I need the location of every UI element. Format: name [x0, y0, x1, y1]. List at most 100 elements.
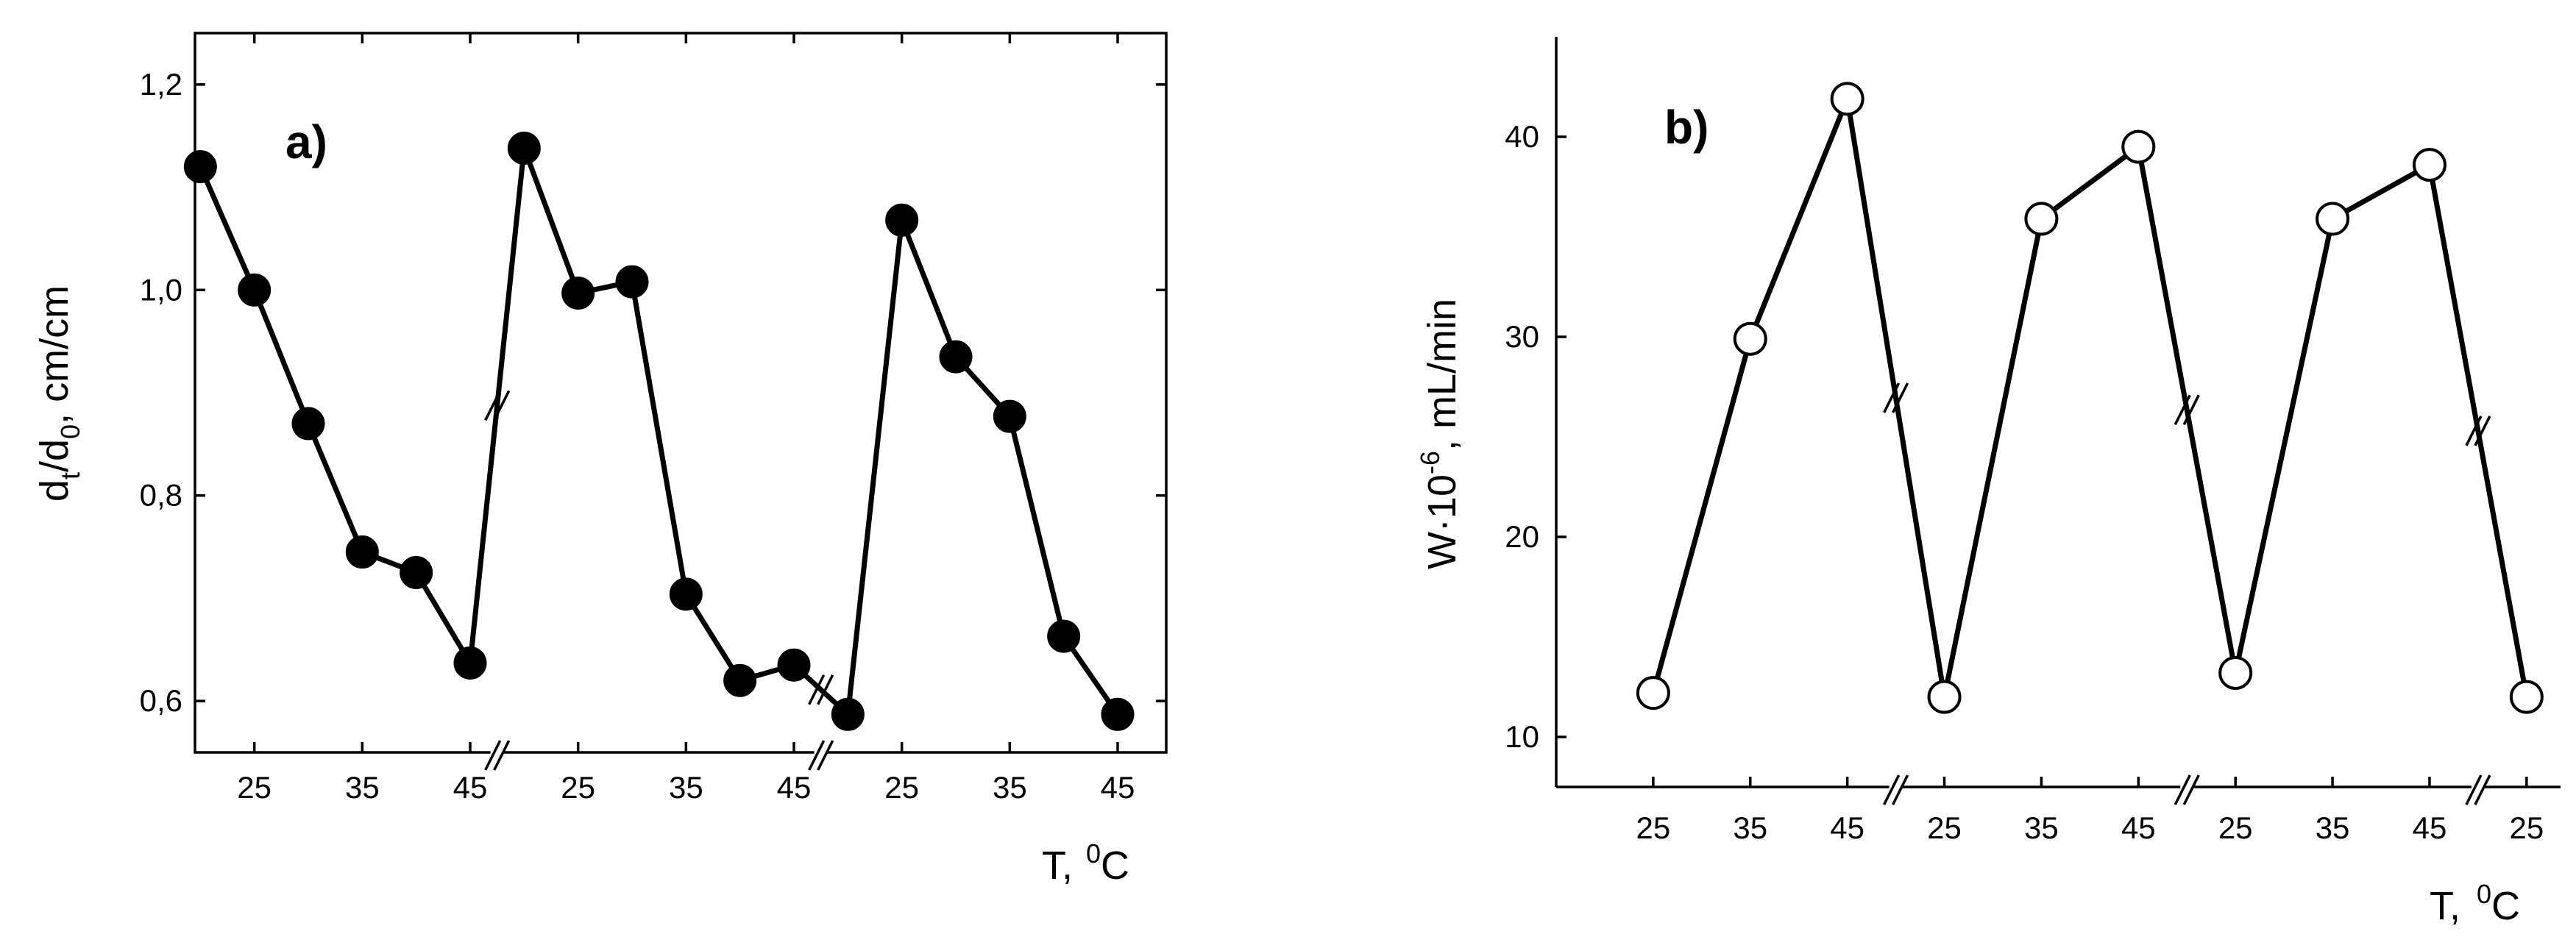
- panel-a-data-point: [561, 276, 595, 310]
- panel-b-line-break-mark: [1883, 382, 1901, 413]
- panel-b-axis-break-gap: [2180, 785, 2194, 789]
- panel-b-line-break-mark: [2182, 394, 2200, 426]
- panel-b-data-point: [2218, 655, 2253, 690]
- panel-a-ylabel-part: , cm/cm: [32, 285, 77, 424]
- panel-b-data-point: [2509, 680, 2544, 714]
- panel-b-label: b): [1664, 101, 1709, 154]
- panel-a-axis-break-mark: [493, 740, 511, 771]
- panel-a-data-point: [1101, 697, 1135, 731]
- panel-b-series-line: [1650, 96, 2530, 700]
- panel-b-axis-break-mark: [2174, 774, 2191, 805]
- panel-b-y-tick-label: 40: [1505, 119, 1539, 154]
- panel-a-data-point: [345, 535, 379, 569]
- panel-a-data-point: [507, 131, 541, 165]
- panel-b-axis-break-mark: [2474, 774, 2491, 805]
- panel-a-data-point: [777, 648, 811, 682]
- panel-b-axis-break-mark: [2465, 774, 2483, 805]
- panel-b-axis-break-gap: [1889, 785, 1903, 789]
- panel-b-x-tick-label: 25: [2218, 810, 2253, 845]
- panel-a-xlabel-text: T,: [1042, 844, 1073, 888]
- panel-b-data-point: [1636, 676, 1670, 710]
- panel-a-y-axis-title: dt/d0, cm/cm: [32, 285, 85, 502]
- panel-b-ylabel-superscript: -6: [1415, 451, 1445, 474]
- panel-b-x-tick-label: 35: [1733, 810, 1767, 845]
- panel-b-axis-break-gap: [2471, 785, 2485, 789]
- panel-a-x-tick-label: 35: [669, 770, 703, 805]
- panel-b-line-break-mark: [2465, 416, 2483, 446]
- svg-text:W·10-6, mL/min: W·10-6, mL/min: [1415, 299, 1464, 569]
- panel-a-axis-break-gap: [814, 750, 828, 755]
- panel-a-ylabel-part: d: [32, 480, 77, 502]
- panel-b-y-tick-label: 10: [1505, 719, 1539, 754]
- panel-b-axis-break-mark: [1892, 774, 1909, 805]
- panel-b-line-break-mark: [2174, 394, 2191, 426]
- panel-b-line-break-mark: [2474, 416, 2491, 446]
- panel-b-data-point: [1830, 82, 1864, 116]
- panel-a-x-tick-label: 35: [993, 770, 1027, 805]
- panel-a-ylabel-subscript: t: [55, 472, 85, 480]
- panel-b-x-tick-label: 45: [1830, 810, 1864, 845]
- panel-a-data-point: [1047, 619, 1081, 653]
- panel-a-x-tick-label: 25: [237, 770, 272, 805]
- panel-a-y-tick-label: 0,6: [140, 683, 182, 718]
- panel-a-line-break-mark: [817, 674, 834, 705]
- panel-b-data-point: [2316, 202, 2350, 236]
- panel-b-x-tick-label: 45: [2121, 810, 2156, 845]
- panel-b-ylabel-part: W·10: [1420, 474, 1464, 569]
- panel-b-xlabel-superscript: 0: [2477, 879, 2491, 909]
- panel-b-data-point: [1927, 680, 1962, 714]
- panel-a-chart: a) dt/d0, cm/cm T, 0C 0,60,81,01,225 35 45 2…: [32, 32, 1168, 888]
- panel-b-x-tick-label: 35: [2316, 810, 2350, 845]
- panel-a-xlabel-superscript: 0: [1086, 838, 1101, 869]
- panel-b-y-tick-label: 30: [1505, 319, 1539, 354]
- panel-a-line-break-mark: [808, 674, 826, 705]
- panel-a-axis-break-mark: [808, 740, 826, 771]
- panel-b-axis-break-mark: [2182, 774, 2200, 805]
- panel-a-data-point: [453, 646, 487, 680]
- panel-a-x-tick-label: 45: [453, 770, 488, 805]
- panel-b-x-tick-label: 45: [2413, 810, 2447, 845]
- panel-a-x-tick-label: 45: [1101, 770, 1135, 805]
- panel-a-data-point: [669, 577, 703, 611]
- panel-a-x-tick-label: 25: [884, 770, 919, 805]
- panel-a-y-tick-label: 1,0: [140, 272, 182, 307]
- panel-a-data-point: [993, 399, 1026, 433]
- panel-a-x-axis-title: T, 0C: [1042, 838, 1129, 888]
- panel-a-axis-break-gap: [490, 750, 504, 755]
- panel-a-plot-frame: [194, 32, 1168, 754]
- panel-b-ylabel-part: , mL/min: [1420, 299, 1464, 451]
- panel-b-x-tick-label: 25: [2509, 810, 2544, 845]
- panel-a-data-point: [939, 340, 973, 374]
- panel-a-y-tick-label: 0,8: [140, 478, 182, 513]
- panel-a-line-break-mark: [493, 390, 511, 421]
- svg-text:dt/d0, cm/cm: dt/d0, cm/cm: [32, 285, 85, 502]
- panel-a-ylabel-part: /d: [32, 439, 77, 472]
- panel-a-label: a): [285, 115, 327, 168]
- panel-a-data-point: [238, 273, 272, 307]
- panel-a-line-break-mark: [484, 390, 502, 421]
- panel-b-data-point: [2121, 129, 2156, 164]
- panel-b-xlabel-unit: C: [2491, 884, 2520, 928]
- panel-a-data-point: [400, 556, 433, 589]
- panel-a-axis-break-mark: [817, 740, 834, 771]
- panel-b-x-tick-label: 35: [2024, 810, 2059, 845]
- panel-b-y-tick-label: 20: [1505, 519, 1539, 554]
- panel-b-data-point: [1733, 321, 1767, 356]
- panel-a-ylabel-subscript: 0: [55, 424, 85, 439]
- panel-b-y-axis-title: W·10-6, mL/min: [1415, 299, 1464, 569]
- panel-a-data-point: [615, 265, 649, 299]
- panel-a-y-tick-label: 1,2: [140, 67, 182, 101]
- panel-a-data-point: [183, 150, 217, 184]
- panel-b-x-axis-title: T, 0C: [2430, 879, 2520, 928]
- panel-a-data-point: [723, 663, 757, 697]
- panel-a-series-line: [198, 145, 1120, 717]
- panel-a-x-tick-label: 45: [777, 770, 812, 805]
- panel-a-axis-break-mark: [484, 740, 502, 771]
- panel-a-x-tick-label: 35: [345, 770, 380, 805]
- panel-a-data-point: [291, 407, 325, 441]
- panel-b-x-tick-label: 25: [1927, 810, 1962, 845]
- panel-a-x-tick-label: 25: [561, 770, 595, 805]
- panel-b-data-point: [2412, 148, 2447, 182]
- panel-a-xlabel-unit: C: [1101, 844, 1129, 888]
